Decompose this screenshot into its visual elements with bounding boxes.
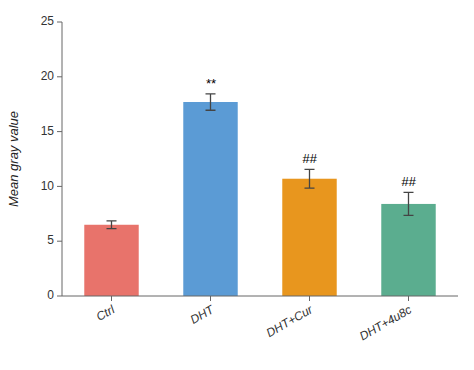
chart-container: 0 5 10 15 20 25 Mean gray value ** ## ## Ctrl DHT DH… <box>0 0 474 370</box>
y-tick-label: 25 <box>41 14 55 28</box>
annotation: ## <box>401 174 416 189</box>
y-tick <box>57 76 62 77</box>
x-axis-line <box>62 296 458 297</box>
y-tick-label: 0 <box>47 288 54 302</box>
y-tick-label: 15 <box>41 124 55 138</box>
bar <box>183 102 237 296</box>
x-tick <box>111 296 112 301</box>
x-tick-label: DHT+Cur <box>264 302 316 340</box>
y-axis-label: Mean gray value <box>6 111 21 207</box>
y-tick <box>57 296 62 297</box>
x-tick <box>309 296 310 301</box>
error-bars <box>107 94 414 229</box>
error-bar <box>107 221 117 229</box>
x-tick-label: DHT+4u8c <box>357 302 414 343</box>
annotation: ## <box>302 151 317 166</box>
chart-svg: 0 5 10 15 20 25 Mean gray value ** ## ## Ctrl DHT DH… <box>0 0 474 370</box>
bar <box>381 204 435 296</box>
y-tick <box>57 22 62 23</box>
x-tick <box>210 296 211 301</box>
bar <box>282 179 336 296</box>
error-bar <box>404 192 414 215</box>
y-axis: 0 5 10 15 20 25 <box>41 14 62 302</box>
annotation: ** <box>205 76 216 91</box>
annotations: ** ## ## <box>205 76 416 190</box>
x-tick-label: Ctrl <box>94 302 117 324</box>
y-tick-label: 5 <box>47 233 54 247</box>
error-bar <box>305 169 315 188</box>
y-tick <box>57 186 62 187</box>
y-tick-label: 10 <box>41 179 55 193</box>
x-tick <box>408 296 409 301</box>
x-tick-label: DHT <box>188 302 218 327</box>
y-tick-label: 20 <box>41 69 55 83</box>
x-axis: Ctrl DHT DHT+Cur DHT+4u8c <box>62 296 458 343</box>
y-axis-line <box>62 22 63 296</box>
y-tick <box>57 241 62 242</box>
bars <box>84 102 435 296</box>
y-tick <box>57 131 62 132</box>
error-bar <box>206 94 216 110</box>
bar <box>84 225 138 296</box>
